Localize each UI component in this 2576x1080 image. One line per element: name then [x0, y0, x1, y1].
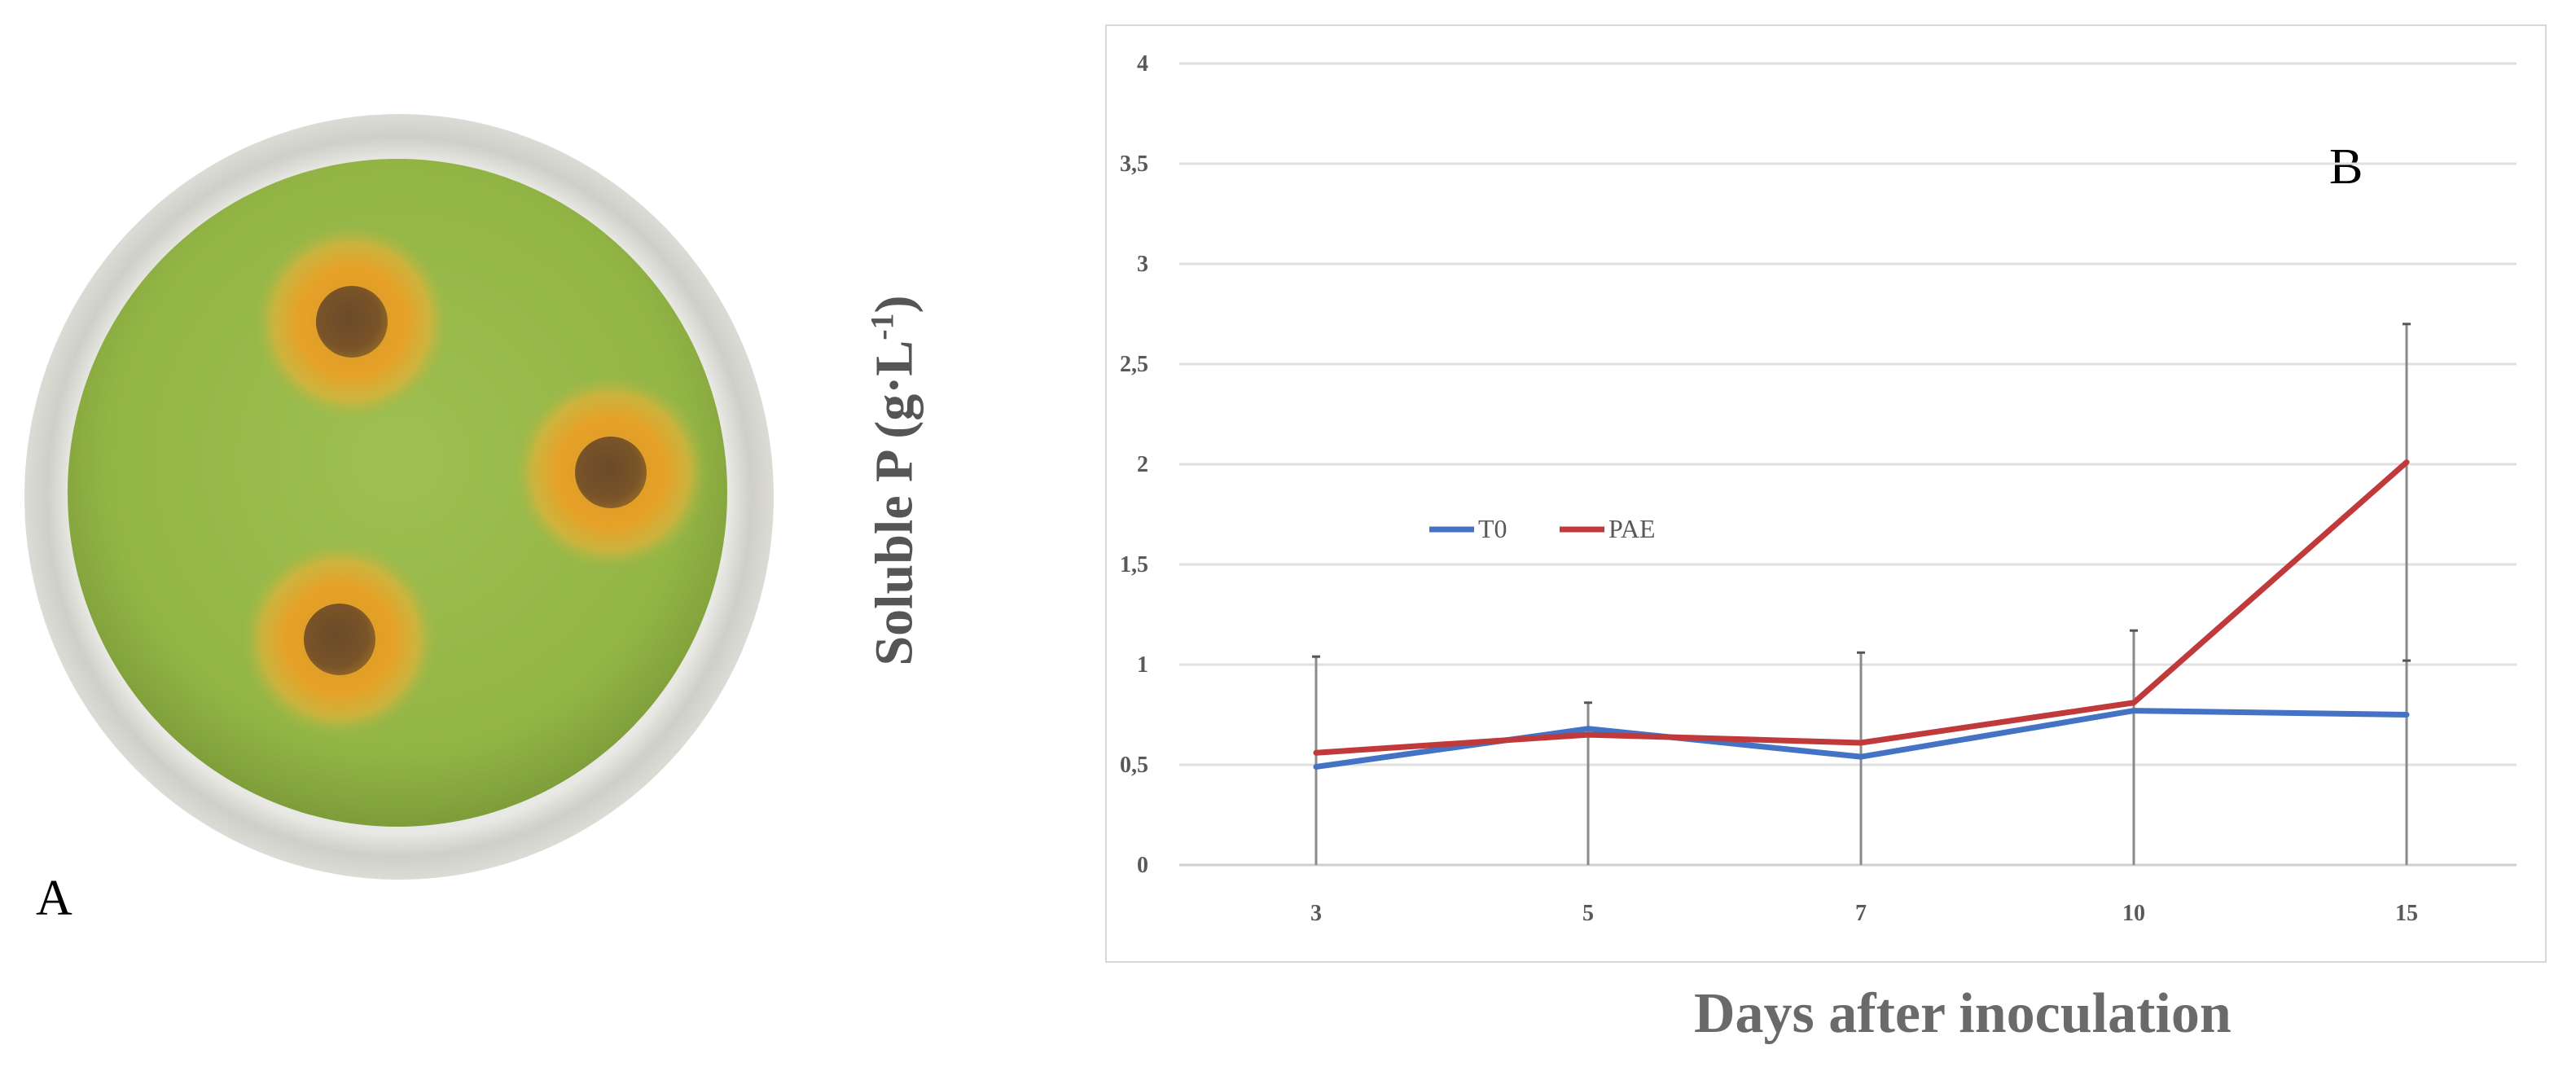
y-tick-label: 1,5 [1120, 552, 1148, 577]
y-tick-labels: 0 0,5 1 1,5 2 2,5 3 3,5 4 [1120, 51, 1148, 878]
y-tick-label: 1 [1137, 652, 1148, 678]
y-tick-label: 2,5 [1120, 352, 1148, 377]
y-axis-label: Soluble P (g·L-1) [863, 295, 926, 665]
legend-label: PAE [1608, 514, 1656, 543]
colony-halo-3 [242, 542, 437, 737]
x-tick-label: 7 [1855, 901, 1867, 926]
chart-frame [1105, 24, 2547, 963]
legend-label: T0 [1478, 514, 1507, 543]
y-tick-label: 3,5 [1120, 151, 1148, 177]
y-tick-label: 3 [1137, 252, 1148, 277]
x-tick-label: 10 [2122, 901, 2145, 926]
y-tick-label: 4 [1137, 51, 1148, 77]
legend: T0 PAE [1429, 514, 1656, 543]
data-point [1587, 728, 1589, 730]
panel-label-b: B [2329, 139, 2363, 195]
error-bars [1312, 323, 2411, 865]
petri-dish-photo [24, 114, 774, 880]
x-tick-labels: 3 5 7 10 15 [1310, 901, 2418, 926]
data-point [2133, 710, 2135, 712]
data-point [2133, 702, 2135, 704]
x-tick-label: 3 [1310, 901, 1322, 926]
y-tick-label: 0 [1137, 853, 1148, 878]
x-tick-label: 5 [1582, 901, 1594, 926]
y-tick-label: 0,5 [1120, 753, 1148, 778]
panel-label-a: A [36, 871, 72, 926]
y-axis-label-sup: -1 [863, 313, 901, 340]
y-axis-label-end: ) [864, 295, 924, 314]
data-point [1315, 766, 1317, 767]
colony-halo-2 [513, 375, 709, 570]
colony-halo-1 [254, 224, 450, 419]
y-axis-label-main: Soluble P (g·L [864, 340, 924, 666]
y-tick-label: 2 [1137, 452, 1148, 477]
x-tick-label: 15 [2395, 901, 2418, 926]
x-axis-label: Days after inoculation [1694, 982, 2232, 1045]
data-point [1860, 742, 1862, 744]
series-lines [1313, 459, 2410, 770]
